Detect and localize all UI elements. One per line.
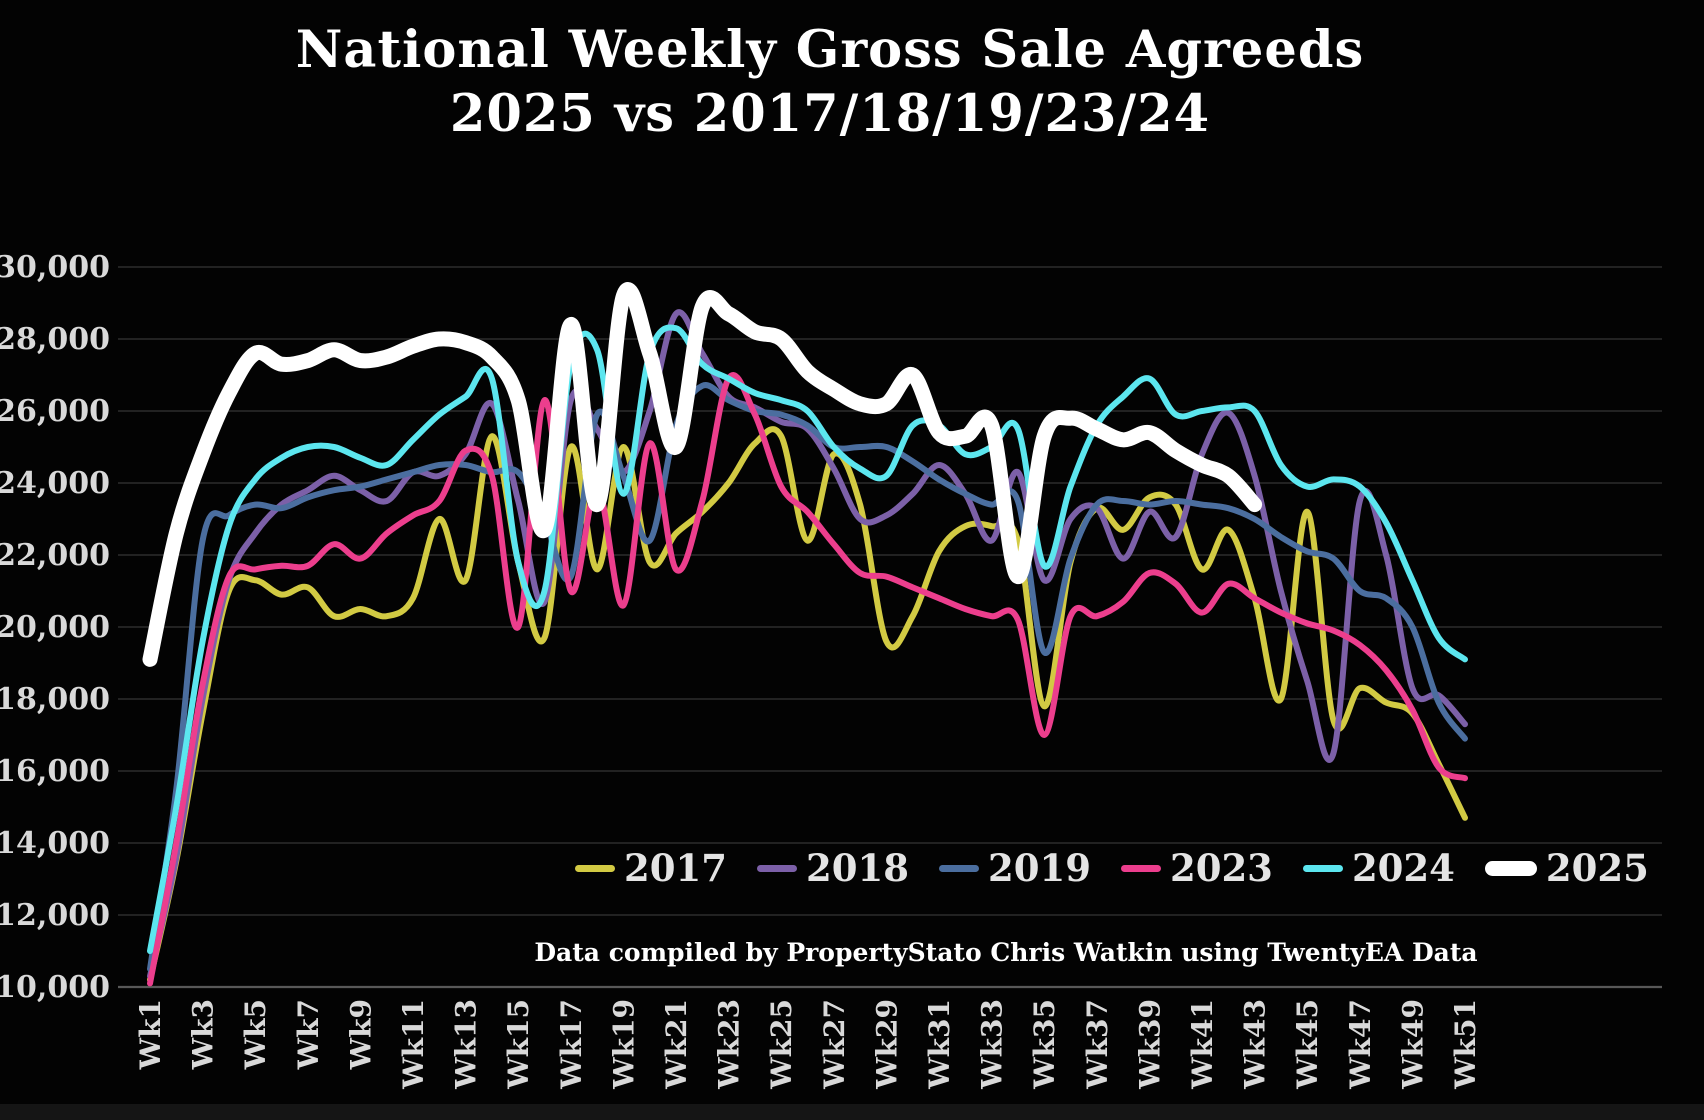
legend-item-2018: 2018 (756, 846, 909, 890)
legend-label-2023: 2023 (1169, 846, 1273, 890)
legend-swatch-2023 (1120, 864, 1161, 872)
y-tick-label-18000: 18,000 (0, 682, 110, 717)
y-tick-label-30000: 30,000 (0, 250, 110, 285)
y-tick-label-10000: 10,000 (0, 970, 110, 1005)
legend-swatch-2025 (1484, 860, 1537, 876)
series-line-2024 (147, 324, 1468, 954)
y-tick-label-16000: 16,000 (0, 754, 110, 789)
chart-legend: 2017 2018 2019 2023 2024 2025 (575, 846, 1649, 890)
x-tick-label-Wk51: Wk51 (1449, 999, 1482, 1090)
chart-title-line2: 2025 vs 2017/18/19/23/24 (449, 84, 1211, 145)
x-tick-label-Wk49: Wk49 (1396, 999, 1429, 1090)
legend-swatch-2018 (756, 864, 797, 872)
legend-label-2019: 2019 (987, 846, 1091, 890)
y-tick-label-24000: 24,000 (0, 466, 110, 501)
x-tick-label-Wk27: Wk27 (818, 999, 851, 1090)
legend-item-2017: 2017 (575, 846, 727, 890)
legend-label-2025: 2025 (1545, 846, 1649, 890)
x-tick-label-Wk35: Wk35 (1028, 999, 1061, 1090)
legend-label-2024: 2024 (1351, 846, 1455, 890)
legend-swatch-2017 (575, 864, 615, 872)
y-tick-label-20000: 20,000 (0, 610, 110, 645)
x-tick-label-Wk21: Wk21 (660, 999, 693, 1090)
x-tick-label-Wk1: Wk1 (134, 999, 167, 1070)
legend-item-2024: 2024 (1302, 846, 1455, 890)
x-tick-label-Wk13: Wk13 (450, 999, 483, 1090)
x-tick-label-Wk17: Wk17 (555, 999, 588, 1090)
x-tick-label-Wk41: Wk41 (1186, 999, 1219, 1090)
x-tick-label-Wk25: Wk25 (765, 999, 798, 1090)
x-tick-label-Wk45: Wk45 (1291, 999, 1324, 1090)
y-tick-label-14000: 14,000 (0, 826, 110, 861)
y-tick-label-22000: 22,000 (0, 538, 110, 573)
x-tick-label-Wk11: Wk11 (397, 999, 430, 1090)
y-tick-label-26000: 26,000 (0, 394, 110, 429)
attribution-text: Data compiled by PropertyStato Chris Wat… (534, 938, 1478, 967)
x-tick-label-Wk23: Wk23 (713, 999, 746, 1090)
legend-item-2019: 2019 (938, 846, 1091, 890)
x-tick-label-Wk33: Wk33 (976, 999, 1009, 1090)
x-tick-label-Wk7: Wk7 (292, 999, 325, 1070)
x-tick-label-Wk5: Wk5 (239, 999, 272, 1070)
x-tick-label-Wk29: Wk29 (870, 999, 903, 1090)
legend-item-2023: 2023 (1120, 846, 1273, 890)
legend-swatch-2019 (938, 864, 979, 872)
series-line-2025 (142, 282, 1263, 667)
x-tick-label-Wk43: Wk43 (1239, 999, 1272, 1090)
series-line-2019 (147, 382, 1468, 972)
x-tick-label-Wk37: Wk37 (1081, 999, 1114, 1090)
chart-title: National Weekly Gross Sale Agreeds 2025 … (0, 18, 1660, 147)
legend-swatch-2024 (1302, 864, 1343, 872)
chart-title-line1: National Weekly Gross Sale Agreeds (295, 20, 1365, 80)
footer-strip (0, 1104, 1704, 1120)
x-tick-label-Wk15: Wk15 (502, 999, 535, 1090)
x-tick-label-Wk3: Wk3 (187, 999, 220, 1070)
y-tick-label-12000: 12,000 (0, 898, 110, 933)
legend-item-2025: 2025 (1484, 846, 1649, 890)
x-tick-label-Wk31: Wk31 (923, 999, 956, 1090)
x-tick-label-Wk39: Wk39 (1133, 999, 1166, 1090)
legend-label-2018: 2018 (805, 846, 909, 890)
y-tick-label-28000: 28,000 (0, 322, 110, 357)
legend-label-2017: 2017 (624, 846, 727, 890)
x-tick-label-Wk9: Wk9 (344, 999, 377, 1070)
x-tick-label-Wk47: Wk47 (1344, 999, 1377, 1090)
x-tick-label-Wk19: Wk19 (607, 999, 640, 1090)
